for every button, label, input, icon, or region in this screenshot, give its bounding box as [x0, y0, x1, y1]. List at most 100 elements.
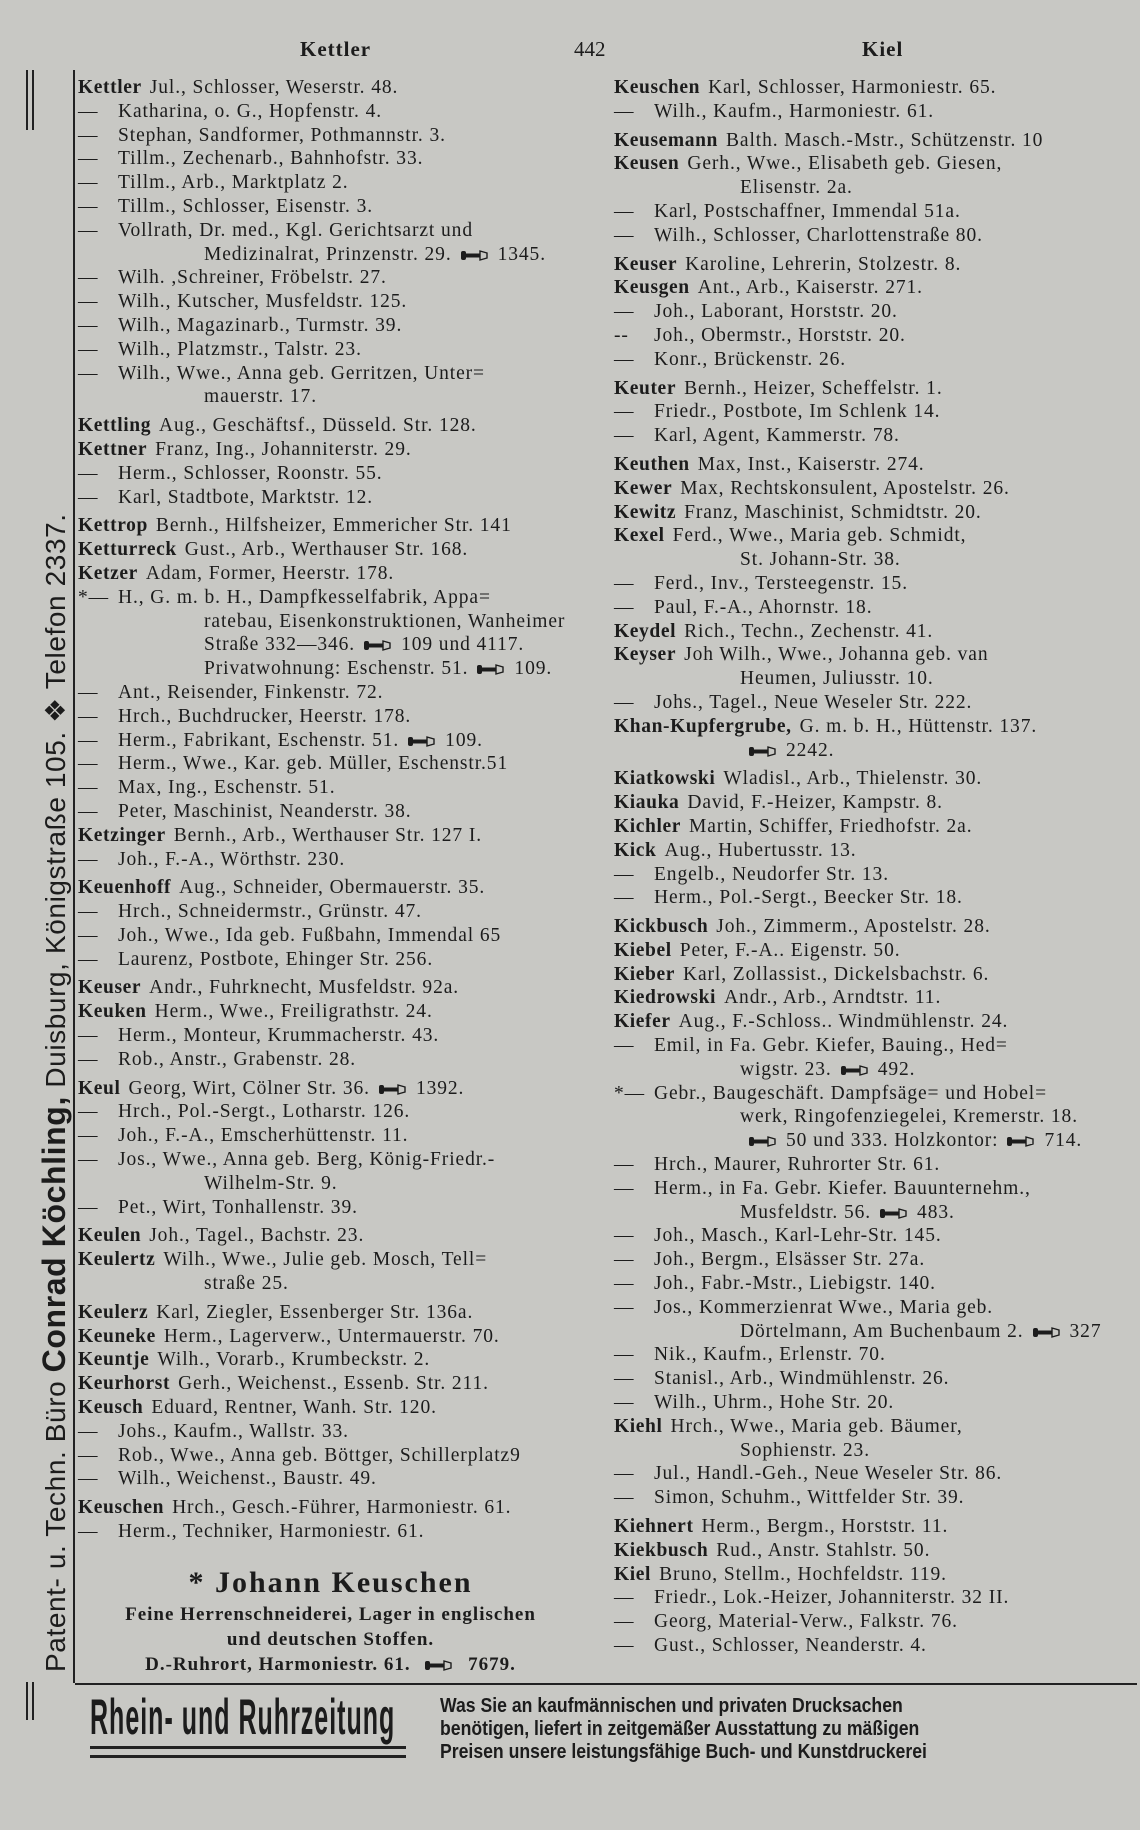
entry-text: werk, Ringofenziegelei, Kremerstr. 18.	[740, 1106, 1078, 1128]
ditto-dash: —	[78, 100, 99, 122]
ditto-dash: —	[614, 863, 635, 885]
entry-text: Herm., Monteur, Krummacherstr. 43.	[118, 1025, 440, 1047]
directory-entry-line: Khan-Kupfergrube, G. m. b. H., Hüttenstr.…	[614, 715, 1139, 739]
entry-text: Hrch., Maurer, Ruhrorter Str. 61.	[654, 1154, 941, 1176]
directory-entry-line: Ketzinger Bernh., Arb., Werthauser Str. 1…	[78, 824, 583, 848]
directory-entry-line: — Herm., Monteur, Krummacherstr. 43.	[78, 1024, 583, 1048]
ditto-dash: *—	[614, 1082, 646, 1104]
ditto-dash: —	[614, 1463, 635, 1485]
directory-entry-line: Kiehl Hrch., Wwe., Maria geb. Bäumer,	[614, 1415, 1139, 1439]
ditto-dash: —	[614, 1392, 635, 1414]
directory-entry-line: — Herm., Wwe., Kar. geb. Müller, Eschenst…	[78, 752, 583, 776]
entry-text: Wilh. ,Schreiner, Fröbelstr. 27.	[118, 267, 387, 289]
entry-text: Wilh., Magazinarb., Turmstr. 39.	[118, 314, 403, 336]
directory-entry-line: — Laurenz, Postbote, Ehinger Str. 256.	[78, 948, 583, 972]
directory-entry-line: Kiekbusch Rud., Anstr. Stahlstr. 50.	[614, 1539, 1139, 1563]
ditto-dash: --	[614, 324, 629, 346]
surname: Keuthen	[614, 453, 690, 475]
directory-entry-line: Kewer Max, Rechtskonsulent, Apostelstr. 2…	[614, 477, 1139, 501]
entry-text: Privatwohnung: Eschenstr. 51.	[204, 658, 469, 680]
ditto-dash: —	[78, 486, 99, 508]
ditto-dash: —	[78, 291, 99, 313]
ditto-dash: —	[614, 596, 635, 618]
entry-text: Herm., Schlosser, Roonstr. 55.	[118, 462, 383, 484]
surname: Ketzer	[78, 562, 138, 584]
ditto-dash: —	[614, 301, 635, 323]
surname: Kiebel	[614, 939, 672, 961]
entry-text: Heumen, Juliusstr. 10.	[740, 668, 934, 690]
directory-entry-line: Medizinalrat, Prinzenstr. 29. 1345.	[78, 243, 583, 267]
surname: Khan-Kupfergrube,	[614, 715, 792, 737]
entry-text: Andr., Arb., Arndtstr. 11.	[724, 987, 942, 1009]
entry-text: Bernh., Hilfsheizer, Emmericher Str. 141	[155, 515, 512, 537]
surname: Kichler	[614, 815, 682, 837]
surname: Kiefer	[614, 1011, 671, 1033]
entry-text: Joh Wilh., Wwe., Johanna geb. van	[684, 644, 989, 666]
entry-text: Hrch., Buchdrucker, Heerstr. 178.	[118, 705, 412, 727]
entry-text: Wilh., Kutscher, Musfeldstr. 125.	[118, 291, 408, 313]
directory-entry-line: — Katharina, o. G., Hopfenstr. 4.	[78, 100, 583, 124]
entry-text: ratebau, Eisenkonstruktionen, Wanheimer	[204, 610, 566, 632]
ditto-dash: —	[614, 1035, 635, 1057]
directory-entry-line: 50 und 333. Holzkontor: 714.	[614, 1129, 1139, 1153]
ditto-dash: —	[614, 1587, 635, 1609]
surname: Keydel	[614, 620, 677, 642]
directory-entry-line: Kiedrowski Andr., Arb., Arndtstr. 11.	[614, 986, 1139, 1010]
ditto-dash: —	[78, 729, 99, 751]
directory-entry-line: Kiel Bruno, Stellm., Hochfeldstr. 119.	[614, 1563, 1139, 1587]
entry-text: Joh., F.-A., Wörthstr. 230.	[118, 848, 346, 870]
directory-entry-line: Straße 332—346. 109 und 4117.	[78, 633, 583, 657]
phone-number: 483.	[917, 1201, 955, 1223]
directory-entry-line: — Wilh., Kutscher, Musfeldstr. 125.	[78, 290, 583, 314]
ditto-dash: —	[78, 1420, 99, 1442]
phone-number: 109.	[514, 658, 553, 680]
entry-text: Herm., Bergm., Horststr. 11.	[701, 1516, 949, 1538]
surname: Kewitz	[614, 501, 677, 523]
directory-entry-line: — Gust., Schlosser, Neanderstr. 4.	[614, 1634, 1139, 1658]
directory-entry-line: — Max, Ing., Eschenstr. 51.	[78, 776, 583, 800]
ditto-dash: —	[78, 362, 99, 384]
entry-text: Musfeldstr. 56.	[740, 1201, 872, 1223]
directory-entry-line: — Wilh., Platzmstr., Talstr. 23.	[78, 338, 583, 362]
entry-text: Max, Inst., Kaiserstr. 274.	[697, 453, 925, 475]
directory-entry-line: — Stanisl., Arb., Windmühlenstr. 26.	[614, 1367, 1139, 1391]
directory-entry-line: Keulen Joh., Tagel., Bachstr. 23.	[78, 1224, 583, 1248]
entry-text: Katharina, o. G., Hopfenstr. 4.	[118, 100, 383, 122]
ditto-dash: —	[78, 124, 99, 146]
directory-entry-line: — Simon, Schuhm., Wittfelder Str. 39.	[614, 1486, 1139, 1510]
entry-text: Medizinalrat, Prinzenstr. 29.	[204, 243, 452, 265]
entry-text: Gust., Arb., Werthauser Str. 168.	[184, 539, 469, 561]
entry-text: Georg, Material-Verw., Falkstr. 76.	[654, 1611, 958, 1633]
surname: Kexel	[614, 525, 665, 547]
running-head-left: Kettler	[300, 37, 372, 61]
entry-text: Balth. Masch.-Mstr., Schützenstr. 10	[726, 129, 1044, 151]
entry-text: Johs., Tagel., Neue Weseler Str. 222.	[654, 691, 973, 713]
directory-entry-line: — Tillm., Arb., Marktplatz 2.	[78, 171, 583, 195]
left-column: Kettler Jul., Schlosser, Weserstr. 48. — Ka…	[78, 76, 583, 1544]
directory-entry-line: — Wilh., Weichenst., Baustr. 49.	[78, 1467, 583, 1491]
entry-text: Engelb., Neudorfer Str. 13.	[654, 863, 889, 885]
side-ad-suffix: Duisburg, Königstraße 105. ❖ Telefon 233…	[40, 513, 71, 1097]
entry-text: Joh., Obermstr., Horststr. 20.	[654, 324, 906, 346]
telephone-handset-icon	[364, 640, 391, 652]
directory-entry-line: 2242.	[614, 739, 1139, 763]
directory-entry-line: Elisenstr. 2a.	[614, 176, 1139, 200]
side-rule	[26, 1682, 28, 1720]
directory-entry-line: — Nik., Kaufm., Erlenstr. 70.	[614, 1343, 1139, 1367]
entry-text: Joh., Bergm., Elsässer Str. 27a.	[654, 1249, 926, 1271]
entry-text: Peter, F.-A.. Eigenstr. 50.	[679, 939, 901, 961]
side-advertisement: Patent- u. Techn. Büro Conrad Köchling, …	[36, 513, 72, 1672]
phone-number: 2242.	[786, 739, 835, 761]
surname: Keusgen	[614, 277, 690, 299]
entry-text: Georg, Wirt, Cölner Str. 36.	[128, 1077, 370, 1099]
phone-number: 50 und 333. Holzkontor:	[786, 1130, 999, 1152]
entry-text: Jul., Schlosser, Weserstr. 48.	[149, 77, 399, 98]
entry-text: Herm., Fabrikant, Eschenstr. 51.	[118, 729, 400, 751]
directory-entry-line: Kiauka David, F.-Heizer, Kampstr. 8.	[614, 791, 1139, 815]
ditto-dash: —	[614, 1225, 635, 1247]
telephone-handset-icon	[880, 1207, 907, 1219]
entry-text: Paul, F.-A., Ahornstr. 18.	[654, 596, 873, 618]
entry-text: Konr., Brückenstr. 26.	[654, 348, 847, 370]
surname: Kettrop	[78, 515, 148, 537]
entry-text: Aug., Hubertusstr. 13.	[664, 839, 857, 861]
